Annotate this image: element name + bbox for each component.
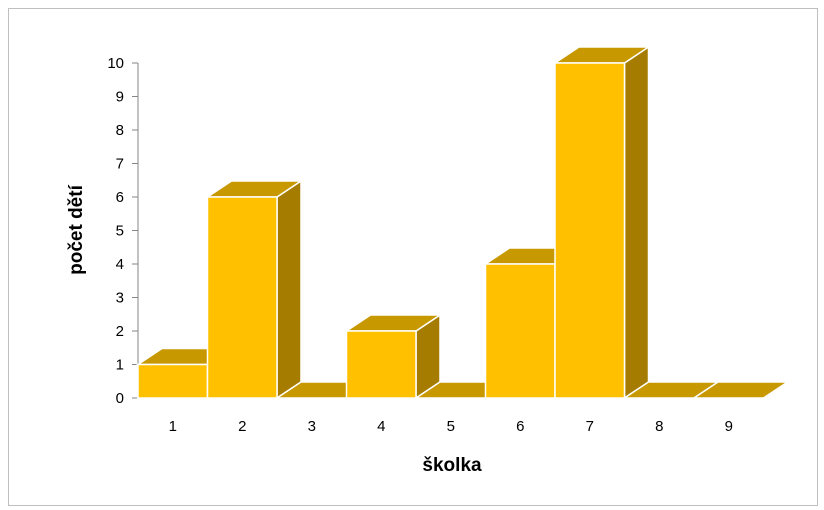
x-tick-label: 4 (377, 418, 385, 435)
y-tick-label: 6 (116, 189, 124, 206)
chart-frame (8, 8, 818, 506)
y-tick-label: 5 (116, 223, 124, 240)
bar-top-zero (691, 381, 790, 399)
bar-front (206, 196, 278, 399)
x-tick-label: 2 (238, 418, 246, 435)
y-tick-label: 9 (116, 89, 124, 106)
y-tick-label: 7 (116, 156, 124, 173)
bar-4 (344, 313, 443, 400)
y-tick-label: 2 (116, 323, 124, 340)
y-tick-label: 3 (116, 290, 124, 307)
bar-front (484, 263, 556, 399)
y-tick-label: 1 (116, 357, 124, 374)
x-tick-label: 6 (516, 418, 524, 435)
bar-front (345, 330, 417, 399)
x-tick-label: 8 (655, 418, 663, 435)
y-tick-labels: 0 1 2 3 4 5 6 7 8 9 10 (107, 55, 124, 407)
bar-9 (691, 381, 790, 399)
bar-2 (205, 179, 304, 400)
bar-front (554, 62, 626, 399)
y-tick-label: 4 (116, 256, 124, 273)
bar-7 (552, 45, 651, 400)
bar-side (276, 179, 302, 400)
x-tick-labels: 1 2 3 4 5 6 7 8 9 (169, 418, 733, 435)
x-tick-label: 9 (725, 418, 733, 435)
y-tick-label: 0 (116, 390, 124, 407)
y-tick-label: 10 (107, 55, 124, 72)
x-axis-title: školka (422, 455, 482, 476)
x-tick-label: 3 (308, 418, 316, 435)
x-tick-label: 5 (447, 418, 455, 435)
y-tick-label: 8 (116, 122, 124, 139)
bar-front (137, 363, 209, 399)
x-tick-label: 1 (169, 418, 177, 435)
x-tick-label: 7 (586, 418, 594, 435)
bar-side (623, 45, 650, 400)
y-axis-title: počet dětí (66, 184, 87, 274)
bars (135, 45, 790, 400)
